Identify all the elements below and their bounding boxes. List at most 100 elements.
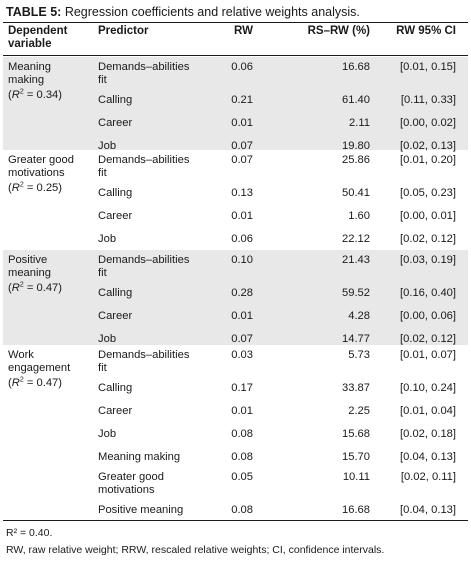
ci-cell: [0.00, 0.02] (400, 117, 456, 129)
predictor-cell: Career (98, 310, 133, 322)
rsrw-cell: 19.80 (342, 140, 370, 152)
ci-cell: [0.02, 0.12] (400, 333, 456, 345)
rsrw-cell: 59.52 (342, 287, 370, 299)
ci-cell: [0.03, 0.19] (400, 254, 456, 266)
predictor-cell: Demands–abilities fit (98, 254, 190, 279)
r-squared: (R2 = 0.34) (8, 88, 62, 101)
ci-cell: [0.02, 0.12] (400, 233, 456, 245)
rsrw-cell: 15.70 (342, 451, 370, 463)
rw-cell: 0.21 (231, 94, 253, 106)
rsrw-cell: 22.12 (342, 233, 370, 245)
rw-cell: 0.06 (231, 233, 253, 245)
header-rsrw: RS–RW (%) (307, 25, 370, 37)
ci-cell: [0.01, 0.15] (400, 61, 456, 73)
predictor-cell: Calling (98, 187, 133, 199)
predictor-cell: Job (98, 233, 117, 245)
rw-cell: 0.03 (231, 349, 253, 361)
ci-cell: [0.00, 0.01] (400, 210, 456, 222)
r-squared: (R2 = 0.47) (8, 281, 62, 294)
rw-cell: 0.10 (231, 254, 253, 266)
rsrw-cell: 16.68 (342, 504, 370, 516)
rsrw-cell: 2.25 (348, 405, 370, 417)
predictor-cell: Job (98, 140, 117, 152)
row-group-band (3, 57, 468, 150)
rw-cell: 0.01 (231, 210, 253, 222)
ci-cell: [0.04, 0.13] (400, 504, 456, 516)
dependent-variable: Work engagement (R2 = 0.47) (8, 349, 88, 389)
ci-cell: [0.05, 0.23] (400, 187, 456, 199)
ci-cell: [0.04, 0.13] (400, 451, 456, 463)
header-rw: RW (234, 25, 253, 37)
ci-cell: [0.02, 0.18] (400, 428, 456, 440)
predictor-cell: Job (98, 333, 117, 345)
rw-cell: 0.13 (231, 187, 253, 199)
r-symbol: R (11, 376, 20, 389)
rw-cell: 0.07 (231, 333, 253, 345)
header-rule (3, 55, 468, 56)
header-predictor: Predictor (98, 25, 149, 37)
predictor-cell: Greater good motivations (98, 471, 164, 496)
rw-cell: 0.08 (231, 428, 253, 440)
ci-cell: [0.01, 0.07] (400, 349, 456, 361)
footnote-abbreviations: RW, raw relative weight; RRW, rescaled r… (6, 544, 385, 556)
rsrw-cell: 4.28 (348, 310, 370, 322)
ci-cell: [0.10, 0.24] (400, 382, 456, 394)
bottom-rule (3, 520, 468, 521)
rsrw-cell: 5.73 (348, 349, 370, 361)
rsrw-cell: 16.68 (342, 61, 370, 73)
predictor-cell: Calling (98, 287, 133, 299)
rsrw-cell: 61.40 (342, 94, 370, 106)
predictor-cell: Career (98, 117, 133, 129)
rsrw-cell: 1.60 (348, 210, 370, 222)
predictor-cell: Job (98, 428, 117, 440)
dependent-variable-name: Meaning making (8, 61, 51, 86)
predictor-cell: Career (98, 210, 133, 222)
predictor-cell: Positive meaning (98, 504, 184, 516)
ci-cell: [0.16, 0.40] (400, 287, 456, 299)
ci-cell: [0.01, 0.04] (400, 405, 456, 417)
table-caption-text: Regression coefficients and relative wei… (64, 5, 360, 19)
r-squared-value: = 0.47) (23, 376, 62, 389)
dependent-variable-name: Positive meaning (8, 254, 51, 279)
predictor-cell: Meaning making (98, 451, 181, 463)
dependent-variable-name: Greater good motivations (8, 154, 74, 179)
row-group-band (3, 250, 468, 345)
header-dependent: Dependent variable (8, 25, 68, 50)
rsrw-cell: 15.68 (342, 428, 370, 440)
r-squared: (R2 = 0.25) (8, 181, 62, 194)
rw-cell: 0.01 (231, 310, 253, 322)
r-squared-value: = 0.47) (23, 281, 62, 294)
dependent-variable: Positive meaning (R2 = 0.47) (8, 254, 88, 294)
rsrw-cell: 25.86 (342, 154, 370, 166)
rsrw-cell: 14.77 (342, 333, 370, 345)
predictor-cell: Demands–abilities fit (98, 61, 190, 86)
r-symbol: R (11, 181, 20, 194)
r-squared: (R2 = 0.47) (8, 376, 62, 389)
ci-cell: [0.01, 0.20] (400, 154, 456, 166)
rsrw-cell: 33.87 (342, 382, 370, 394)
r-squared-value: = 0.25) (23, 181, 62, 194)
header-ci: RW 95% CI (396, 25, 456, 37)
dependent-variable: Meaning making (R2 = 0.34) (8, 61, 88, 101)
table-label: TABLE 5: (6, 5, 62, 19)
rw-cell: 0.01 (231, 117, 253, 129)
rw-cell: 0.17 (231, 382, 253, 394)
predictor-cell: Calling (98, 382, 133, 394)
rw-cell: 0.28 (231, 287, 253, 299)
ci-cell: [0.11, 0.33] (400, 94, 456, 106)
predictor-cell: Career (98, 405, 133, 417)
top-rule (3, 22, 468, 23)
rw-cell: 0.07 (231, 140, 253, 152)
rw-cell: 0.05 (231, 471, 253, 483)
predictor-cell: Demands–abilities fit (98, 349, 190, 374)
rsrw-cell: 50.41 (342, 187, 370, 199)
rsrw-cell: 2.11 (349, 117, 370, 129)
rsrw-cell: 10.11 (342, 471, 370, 483)
footnote-r2: R² = 0.40. (6, 527, 53, 539)
rw-cell: 0.08 (231, 451, 253, 463)
dependent-variable-name: Work engagement (8, 349, 71, 374)
predictor-cell: Demands–abilities fit (98, 154, 190, 179)
dependent-variable: Greater good motivations (R2 = 0.25) (8, 154, 88, 194)
rw-cell: 0.08 (231, 504, 253, 516)
r-squared-value: = 0.34) (23, 88, 62, 101)
